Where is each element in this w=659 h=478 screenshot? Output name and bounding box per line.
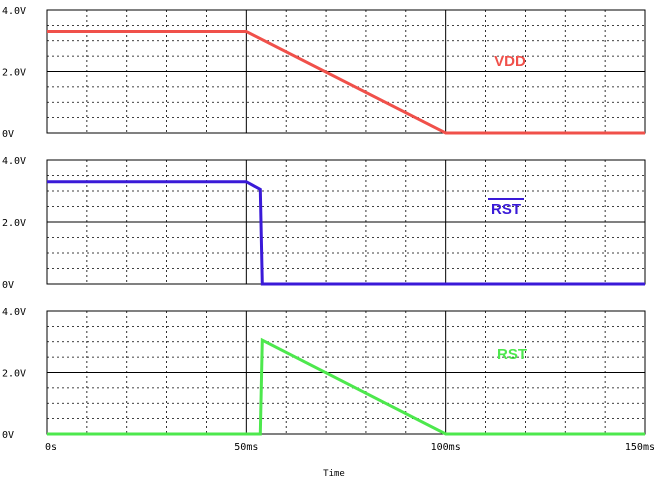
x-axis-ticks: 0s 50ms 100ms 150ms <box>45 442 655 453</box>
y-tick-label: 4.0V <box>2 156 26 167</box>
series-line-rst <box>47 337 645 436</box>
panel-frame <box>46 9 646 134</box>
series-label: RST <box>497 346 527 363</box>
series-label: RST <box>491 201 521 218</box>
panel-2: 0V 2.0V 4.0V RST <box>2 156 646 291</box>
series-line-vdd <box>47 30 645 135</box>
series-line-rst <box>47 180 645 286</box>
panel-frame <box>46 310 646 435</box>
panel-3: 0V 2.0V 4.0V RST <box>2 307 646 441</box>
y-tick-label: 2.0V <box>2 218 26 229</box>
x-axis-label: Time <box>323 469 345 478</box>
y-tick-label: 2.0V <box>2 369 26 380</box>
panel-1: 0V 2.0V 4.0V VDD <box>2 6 646 140</box>
y-tick-label: 0V <box>2 430 14 441</box>
panels-layer: 0V 2.0V 4.0V VDD 0V 2.0V 4.0V RST 0V 2.0V 4.0V RST <box>2 6 646 441</box>
y-tick-label: 0V <box>2 280 14 291</box>
x-tick-label: 50ms <box>234 442 258 453</box>
series-label: VDD <box>494 53 526 70</box>
y-tick-label: 4.0V <box>2 6 26 17</box>
y-tick-label: 4.0V <box>2 307 26 318</box>
x-tick-label: 0s <box>45 442 57 453</box>
x-tick-label: 150ms <box>625 442 655 453</box>
y-tick-label: 0V <box>2 129 14 140</box>
y-tick-label: 2.0V <box>2 68 26 79</box>
x-tick-label: 100ms <box>431 442 461 453</box>
